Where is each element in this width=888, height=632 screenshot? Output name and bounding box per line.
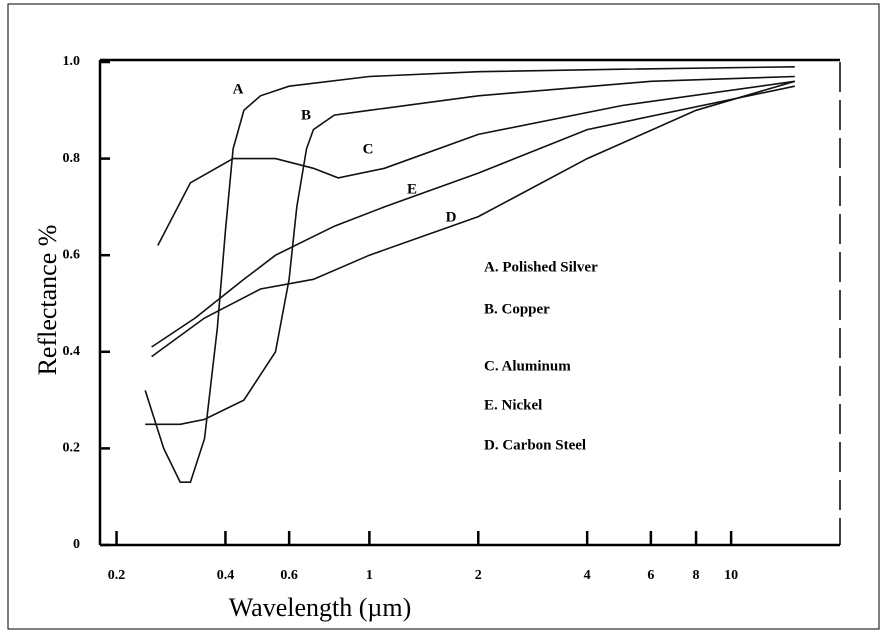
y-tick-label: 0.4: [63, 344, 81, 359]
y-tick-label: 0.8: [63, 151, 81, 166]
curve-label: B: [301, 107, 311, 123]
x-tick-label: 2: [475, 568, 482, 583]
y-tick-label: 0: [73, 537, 80, 552]
curve: [151, 80, 796, 358]
curve-label: A: [233, 81, 244, 97]
x-tick-label: 1: [366, 568, 373, 583]
curve-label: C: [363, 141, 374, 157]
x-axis-title: Wavelength (µm): [229, 593, 412, 622]
curve-label: D: [446, 209, 457, 225]
x-tick-label: 0.6: [280, 568, 298, 583]
x-tick-label: 0.4: [217, 568, 235, 583]
y-tick-label: 1.0: [63, 54, 81, 69]
y-tick-label: 0.2: [63, 441, 81, 456]
legend-entry: E. Nickel: [484, 397, 542, 413]
curve: [151, 85, 795, 348]
legend-entry: A. Polished Silver: [484, 259, 598, 275]
x-tick-label: 10: [724, 568, 738, 583]
legend-entry: C. Aluminum: [484, 358, 571, 374]
x-tick-label: 6: [647, 568, 654, 583]
y-axis-title: Reflectance %: [33, 225, 62, 376]
x-tick-label: 0.2: [108, 568, 126, 583]
frame: [7, 3, 880, 630]
legend-entry: B. Copper: [484, 301, 550, 317]
curve: [145, 75, 795, 426]
curve: [144, 66, 795, 483]
legend-entry: D. Carbon Steel: [484, 437, 586, 453]
curve: [157, 80, 795, 246]
curve-label: E: [407, 181, 417, 197]
x-tick-label: 4: [584, 568, 591, 583]
y-tick-label: 0.6: [63, 247, 81, 262]
x-tick-label: 8: [693, 568, 700, 583]
